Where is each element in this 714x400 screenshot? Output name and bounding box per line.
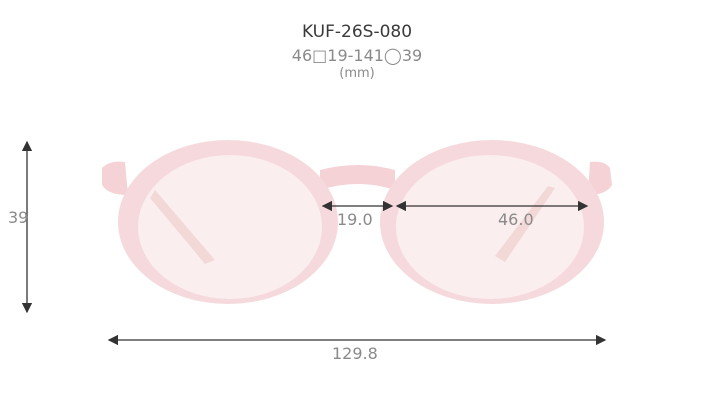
lens-height-label: 39 (8, 208, 29, 227)
unit-label: (mm) (339, 66, 375, 81)
lens-width-label: 46.0 (498, 210, 534, 229)
total-width-label: 129.8 (332, 344, 378, 363)
glasses-frame (102, 140, 612, 304)
model-number: KUF-26S-080 (301, 22, 413, 42)
bridge-width-label: 19.0 (337, 210, 373, 229)
size-spec: 46□19-141◯39 (291, 46, 423, 65)
